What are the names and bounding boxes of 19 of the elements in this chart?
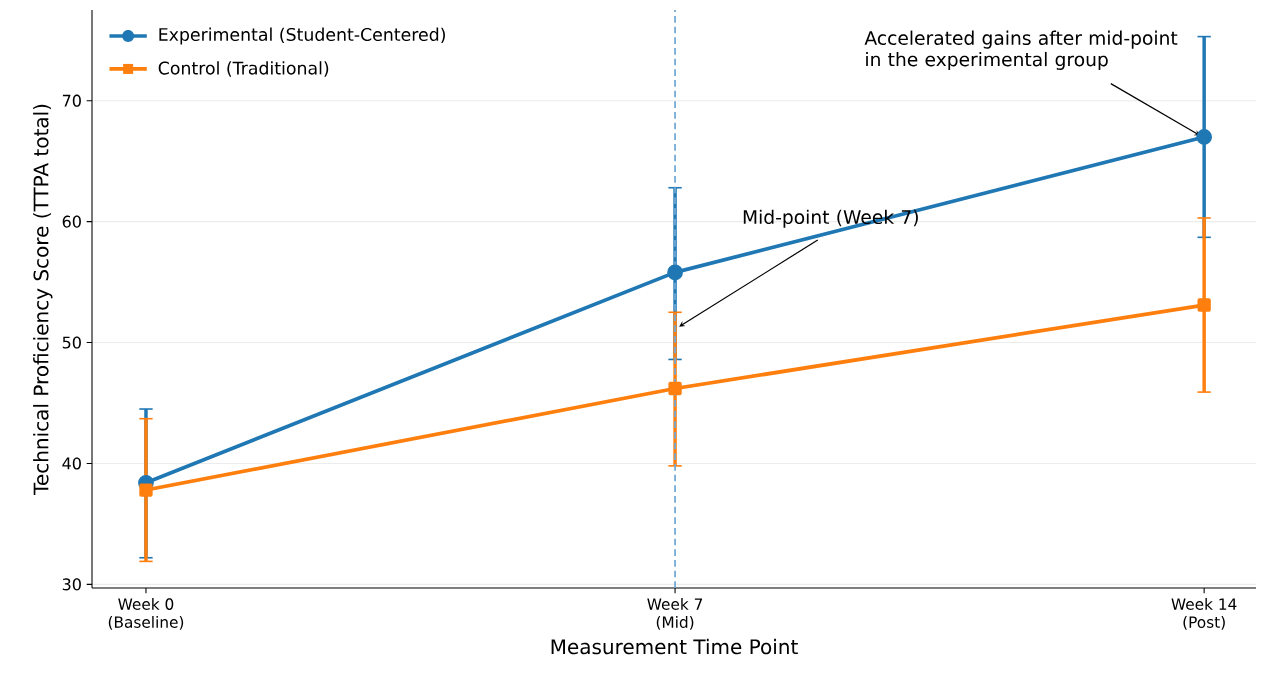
x-tick-label: Week 14 (Post) <box>1171 598 1237 630</box>
point <box>1197 298 1211 312</box>
y-tick-label: 50 <box>62 336 81 349</box>
y-tick-label: 70 <box>62 94 81 107</box>
legend-label: Experimental (Student-Centered) <box>159 27 445 45</box>
annotation: Mid-point (Week 7) <box>743 209 918 228</box>
annotation: Accelerated gains after mid-point in the experimental group <box>864 30 1178 70</box>
y-tick-label: 60 <box>62 215 81 228</box>
y-axis-title: Technical Proficiency Score (TTPA total) <box>33 104 53 495</box>
point <box>667 264 683 281</box>
y-tick-label: 30 <box>62 578 81 591</box>
point <box>668 381 682 396</box>
point <box>1196 129 1213 145</box>
x-tick-label: Week 7 (Mid) <box>647 598 703 630</box>
x-axis-title: Measurement Time Point <box>551 638 798 655</box>
x-tick-label: Week 0 (Baseline) <box>108 598 184 630</box>
y-tick-label: 40 <box>62 457 81 470</box>
point <box>139 483 153 497</box>
legend-label: Control (Traditional) <box>158 61 329 77</box>
